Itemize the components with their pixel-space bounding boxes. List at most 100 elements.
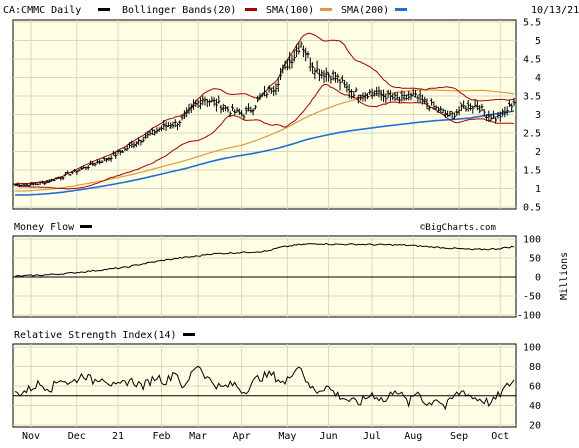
- ohlc-bar: [201, 95, 205, 106]
- ohlc-bar: [507, 100, 511, 108]
- ohlc-bar: [84, 166, 88, 171]
- ohlc-bar: [384, 93, 388, 104]
- ohlc-bar: [404, 94, 408, 101]
- ohlc-bar: [100, 160, 104, 164]
- y-tick-label: 20: [529, 421, 541, 432]
- money-flow-axis-ticks: 100 50 0 -50 -100: [517, 235, 541, 322]
- ohlc-bar: [111, 150, 115, 156]
- price-gridlines: [13, 20, 516, 209]
- x-tick-label: Aug: [404, 431, 422, 442]
- ohlc-bar: [237, 108, 241, 116]
- ohlc-bar: [455, 108, 459, 117]
- ohlc-bar: [125, 144, 129, 151]
- rsi-gridlines: [13, 344, 516, 427]
- ohlc-bar: [329, 75, 333, 84]
- ohlc-bar: [505, 106, 509, 116]
- ohlc-bar: [439, 106, 443, 113]
- ohlc-bar: [450, 111, 454, 120]
- ohlc-bar: [146, 130, 150, 139]
- ohlc-bar: [482, 109, 486, 117]
- ohlc-bar: [210, 96, 214, 103]
- y-tick-label: 5: [535, 36, 541, 47]
- ohlc-bar: [148, 130, 152, 136]
- ohlc-bar: [159, 125, 163, 132]
- ohlc-bar: [343, 79, 347, 88]
- y-tick-label: 100: [523, 235, 541, 246]
- ohlc-bar: [178, 120, 182, 128]
- ohlc-bar: [61, 176, 65, 181]
- ohlc-bar: [411, 89, 415, 97]
- y-tick-label: -100: [517, 311, 541, 322]
- ohlc-bar: [242, 114, 246, 120]
- ohlc-bar: [452, 112, 456, 120]
- ohlc-bar: [219, 104, 223, 114]
- ohlc-bar: [283, 60, 287, 70]
- ohlc-bar: [187, 103, 191, 115]
- ohlc-bar: [109, 155, 113, 162]
- ohlc-bar: [368, 89, 372, 95]
- ohlc-bar: [185, 107, 189, 118]
- ohlc-bar: [448, 110, 452, 117]
- ohlc-bar: [260, 92, 264, 98]
- x-tick-label: Oct: [491, 431, 509, 442]
- ohlc-bar: [327, 71, 331, 82]
- sma100-line: [14, 89, 515, 192]
- ohlc-bar: [141, 136, 145, 143]
- ohlc-bar: [379, 89, 383, 101]
- price-axis-ticks: 5.5 5 4.5 4 3.5 3 2.5 2 1.5 1 0.5: [523, 18, 541, 214]
- ohlc-bar: [214, 98, 218, 112]
- ohlc-bar: [297, 42, 301, 55]
- ohlc-bar: [150, 127, 154, 135]
- ohlc-bar: [510, 103, 514, 112]
- ohlc-bar: [66, 170, 70, 174]
- ohlc-bar: [478, 104, 482, 114]
- ohlc-bar: [36, 183, 40, 186]
- ohlc-bar: [292, 49, 296, 62]
- ohlc-bar: [409, 92, 413, 101]
- ohlc-bar: [272, 86, 276, 96]
- ohlc-bar: [356, 94, 360, 104]
- ohlc-bar: [192, 99, 196, 110]
- ohlc-bar: [333, 71, 337, 83]
- ohlc-bar: [40, 180, 44, 184]
- ohlc-bar: [414, 89, 418, 98]
- ohlc-bar: [45, 179, 49, 184]
- ohlc-bar: [153, 129, 157, 136]
- ohlc-bar: [24, 183, 28, 186]
- y-tick-label: 0: [535, 273, 541, 284]
- ohlc-bar: [425, 98, 429, 110]
- rsi-legend-swatch: [183, 333, 195, 336]
- ohlc-bar: [27, 184, 31, 187]
- ohlc-bar: [54, 177, 58, 180]
- ohlc-bar: [47, 179, 51, 183]
- ohlc-bar: [70, 171, 74, 175]
- ohlc-bar: [480, 103, 484, 112]
- ohlc-bar: [436, 106, 440, 113]
- ohlc-bar: [134, 141, 138, 148]
- ohlc-bar: [139, 139, 143, 146]
- ohlc-bar: [498, 111, 502, 122]
- y-tick-label: 4: [535, 73, 541, 84]
- ohlc-bar: [43, 181, 47, 186]
- price-legend-swatch: [98, 8, 110, 11]
- ohlc-bar: [288, 51, 292, 70]
- ohlc-bar: [189, 103, 193, 113]
- ohlc-bar: [457, 106, 461, 116]
- y-tick-label: 60: [529, 382, 541, 393]
- ohlc-bar: [180, 114, 184, 121]
- ohlc-bar: [228, 111, 232, 117]
- ohlc-bar: [155, 127, 159, 134]
- ohlc-bar: [354, 87, 358, 93]
- ohlc-bar: [182, 110, 186, 120]
- ohlc-bar: [494, 116, 498, 124]
- x-axis-labels: Nov Dec 21 Feb Mar Apr May Jun Jul Aug Sep Oct: [22, 431, 509, 442]
- ohlc-bar: [299, 41, 303, 48]
- ohlc-bar: [246, 103, 250, 112]
- ohlc-bar: [79, 166, 83, 170]
- bollinger-legend-label: Bollinger Bands(20): [122, 5, 236, 16]
- ohlc-bar: [475, 101, 479, 111]
- ohlc-bar: [276, 76, 280, 92]
- ohlc-bar: [512, 97, 516, 106]
- ohlc-bar: [240, 109, 244, 117]
- ohlc-bar: [349, 89, 353, 99]
